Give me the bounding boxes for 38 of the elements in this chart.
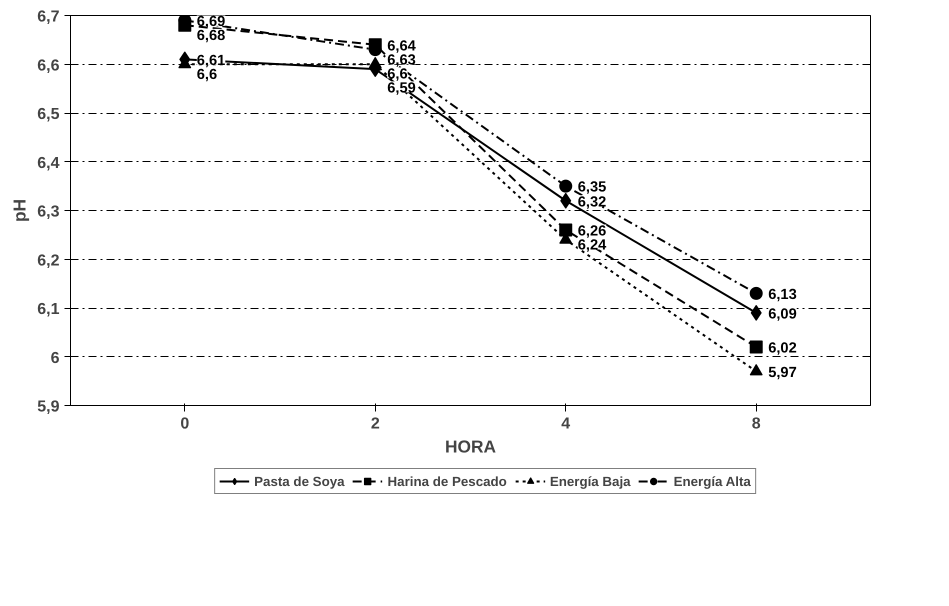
data-label: 6,24 (578, 238, 608, 254)
x-tick-label: 0 (180, 416, 190, 432)
y-tick-label: 6,7 (37, 8, 60, 26)
y-tick-label: 6,1 (37, 301, 60, 318)
x-tick-label: 8 (752, 416, 761, 432)
x-axis-title: HORA (444, 436, 496, 456)
data-label: 6,64 (387, 38, 417, 54)
data-label: 6,68 (196, 28, 226, 44)
point (559, 180, 572, 193)
legend-label: Harina de Pescado (388, 473, 507, 489)
data-label: 6,26 (578, 224, 606, 240)
point (750, 286, 763, 300)
data-label: 6,09 (768, 306, 797, 322)
y-tick-label: 6,4 (37, 154, 60, 172)
data-label: 6,6 (196, 66, 218, 83)
y-tick-label: 6,5 (37, 106, 60, 123)
y-tick-label: 6 (50, 350, 60, 367)
point (750, 340, 763, 354)
data-label: 6,02 (768, 340, 797, 356)
legend-label: Pasta de Soya (254, 473, 345, 489)
y-axis-title: pH (9, 198, 30, 222)
data-label: 5,97 (768, 364, 797, 381)
y-tick-label: 6,2 (37, 252, 60, 270)
data-label: 6,61 (196, 52, 226, 69)
data-label: 6,63 (387, 52, 416, 68)
legend-label: Energía Baja (550, 473, 631, 489)
data-label: 6,69 (196, 14, 226, 30)
data-label: 6,59 (387, 80, 416, 96)
x-tick-label: 2 (370, 416, 380, 432)
data-label: 6,35 (578, 180, 606, 196)
legend-label: Energía Alta (674, 473, 751, 489)
data-label: 6,13 (768, 286, 797, 303)
y-tick-label: 5,9 (37, 398, 60, 416)
y-tick-label: 6,6 (37, 57, 60, 74)
y-tick-label: 6,3 (37, 204, 60, 220)
x-tick-label: 4 (561, 416, 570, 432)
data-label: 6,32 (578, 194, 606, 210)
data-label: 6,6 (387, 66, 408, 82)
